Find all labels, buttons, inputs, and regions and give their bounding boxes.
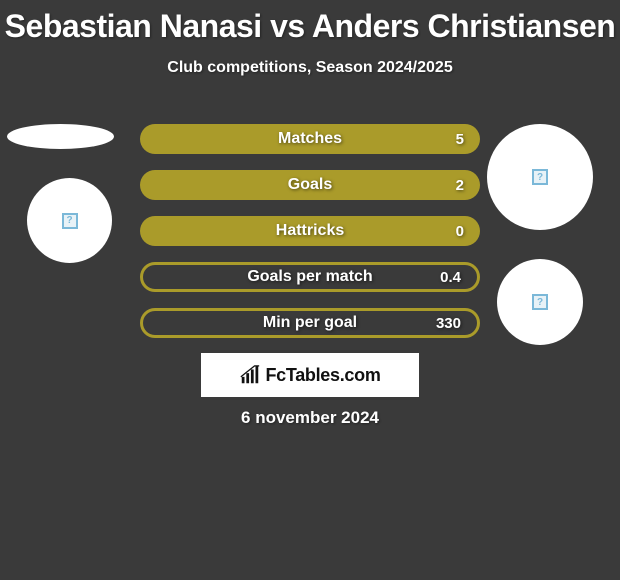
date-text: 6 november 2024 (0, 408, 620, 428)
placeholder-icon: ? (532, 169, 548, 185)
logo-text: FcTables.com (265, 365, 380, 386)
stat-bar-label: Matches (278, 130, 342, 148)
subtitle: Club competitions, Season 2024/2025 (0, 59, 620, 77)
stat-bar: Hattricks 0 (140, 216, 480, 246)
stat-bar: Goals 2 (140, 170, 480, 200)
stat-bar-value-right: 2 (456, 177, 464, 194)
stat-bar-label: Min per goal (263, 314, 357, 332)
stat-bar: Matches 5 (140, 124, 480, 154)
stat-bar-label: Hattricks (276, 222, 344, 240)
stat-bar-value-right: 0 (456, 223, 464, 240)
placeholder-icon: ? (532, 294, 548, 310)
stat-bars: Matches 5 Goals 2 Hattricks 0 Goals per match 0… (140, 124, 480, 354)
logo-box: FcTables.com (201, 353, 419, 397)
stat-bar-label: Goals per match (247, 268, 372, 286)
page-title: Sebastian Nanasi vs Anders Christiansen (0, 0, 620, 45)
chart-icon (239, 364, 261, 386)
stat-bar: Min per goal 330 (140, 308, 480, 338)
stat-bar-value-right: 5 (456, 131, 464, 148)
decor-circle-bottom-right: ? (497, 259, 583, 345)
stat-bar-value-right: 0.4 (440, 269, 461, 286)
stat-bar: Goals per match 0.4 (140, 262, 480, 292)
stat-bar-label: Goals (288, 176, 332, 194)
stat-bar-value-right: 330 (436, 315, 461, 332)
decor-ellipse-left (7, 124, 114, 149)
decor-circle-top-right: ? (487, 124, 593, 230)
placeholder-icon: ? (62, 213, 78, 229)
decor-circle-left: ? (27, 178, 112, 263)
